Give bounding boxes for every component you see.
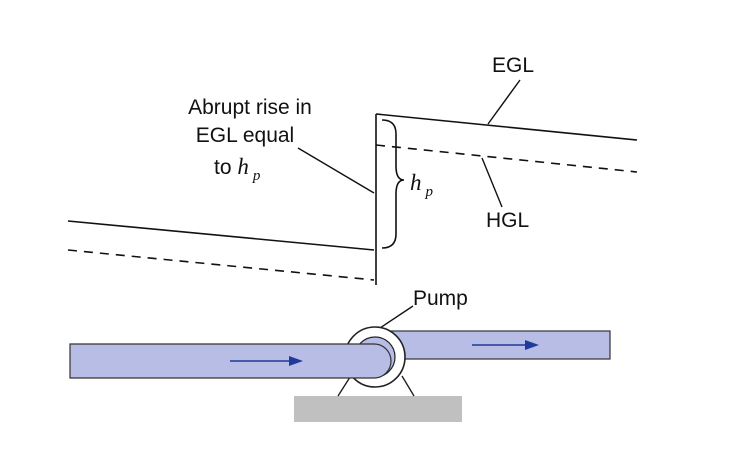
hp-symbol-inline: h bbox=[237, 154, 249, 179]
abrupt-rise-label-line1: Abrupt rise in bbox=[188, 96, 312, 119]
hp-subscript: p bbox=[425, 184, 434, 200]
flow-arrow-icon bbox=[230, 356, 303, 366]
pump-leader bbox=[376, 305, 414, 331]
flow-arrow-icon bbox=[472, 340, 539, 350]
abrupt-rise-label-to: to bbox=[214, 156, 237, 179]
brace-icon bbox=[381, 119, 405, 249]
hgl-label: HGL bbox=[486, 209, 529, 232]
egl-line-downstream bbox=[375, 113, 638, 141]
abrupt-rise-leader bbox=[297, 147, 375, 194]
pump-label: Pump bbox=[413, 287, 468, 310]
hgl-leader bbox=[481, 157, 503, 208]
pump-base bbox=[294, 396, 462, 422]
egl-leader bbox=[487, 79, 521, 125]
abrupt-rise-label-line3: to h p bbox=[214, 154, 261, 184]
hp-subscript-inline: p bbox=[252, 168, 261, 184]
hgl-line-downstream bbox=[375, 144, 638, 173]
hp-symbol: h bbox=[410, 170, 422, 195]
egl-line-upstream bbox=[67, 220, 375, 251]
abrupt-rise-label-line2: EGL equal bbox=[196, 124, 294, 147]
hp-brace-label: h p bbox=[410, 170, 434, 200]
hgl-line-upstream bbox=[67, 249, 375, 281]
egl-label: EGL bbox=[492, 54, 534, 77]
